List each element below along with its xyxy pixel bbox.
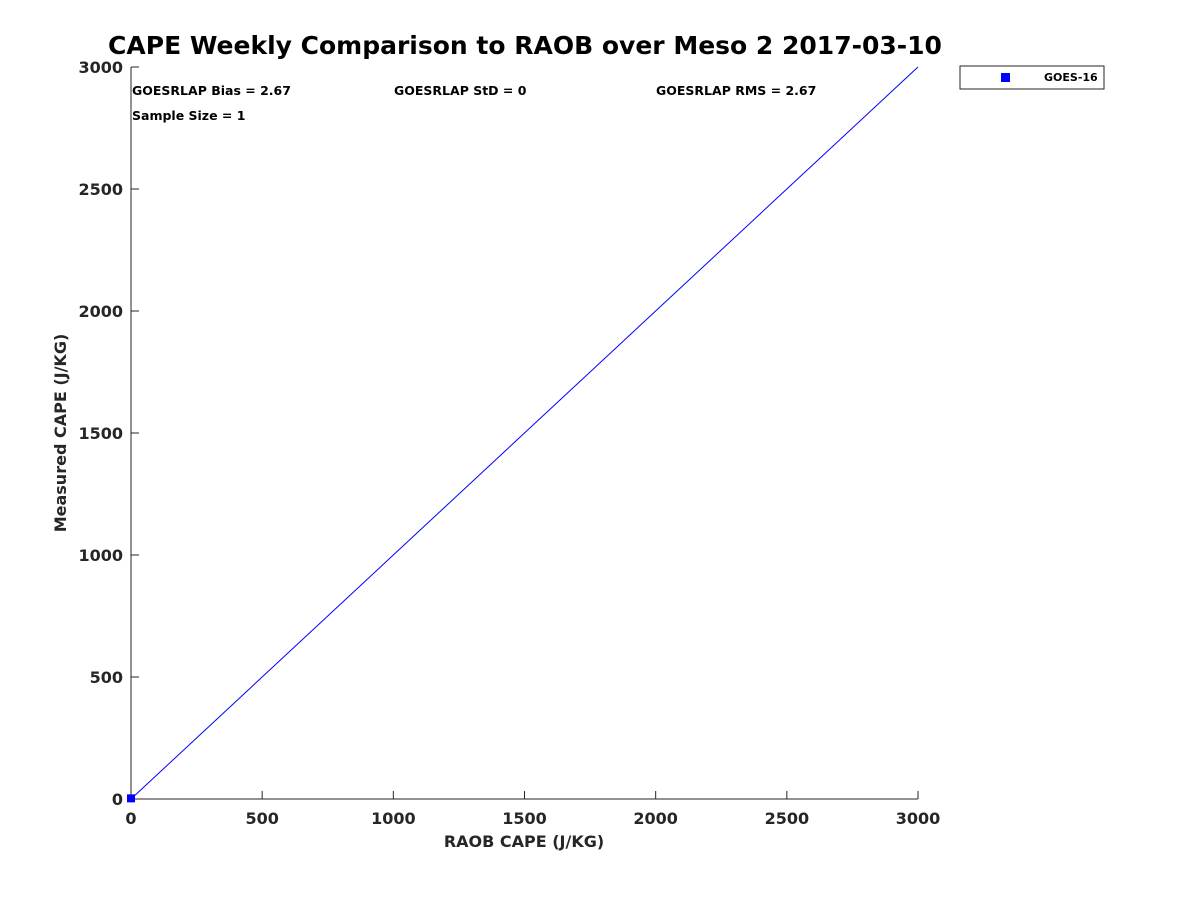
- x-tick-label: 0: [125, 809, 136, 828]
- y-axis-label: Measured CAPE (J/KG): [51, 334, 70, 533]
- x-axis-label: RAOB CAPE (J/KG): [444, 832, 604, 851]
- rms-annotation: GOESRLAP RMS = 2.67: [656, 83, 816, 98]
- reference-line: [130, 66, 919, 800]
- legend: GOES-16: [959, 65, 1105, 90]
- y-tick-label: 500: [90, 668, 123, 687]
- bias-annotation: GOESRLAP Bias = 2.67: [132, 83, 291, 98]
- sample-size-annotation: Sample Size = 1: [132, 108, 245, 123]
- y-axis-ticks: 0 500 1000 1500 2000 2500 3000: [78, 58, 139, 809]
- y-tick-label: 1000: [78, 546, 123, 565]
- y-tick-label: 3000: [78, 58, 123, 77]
- x-tick-label: 1000: [371, 809, 416, 828]
- chart-title: CAPE Weekly Comparison to RAOB over Meso…: [108, 31, 942, 60]
- y-tick-label: 1500: [78, 424, 123, 443]
- std-annotation: GOESRLAP StD = 0: [394, 83, 527, 98]
- legend-label-goes-16: GOES-16: [1044, 71, 1098, 84]
- x-tick-label: 500: [245, 809, 278, 828]
- x-tick-label: 2000: [633, 809, 678, 828]
- y-tick-label: 0: [112, 790, 123, 809]
- x-tick-label: 2500: [765, 809, 810, 828]
- legend-box: [959, 65, 1105, 90]
- y-tick-label: 2000: [78, 302, 123, 321]
- data-point: [127, 794, 135, 803]
- x-axis-ticks: 0 500 1000 1500 2000 2500 3000: [125, 791, 940, 828]
- x-tick-label: 1500: [502, 809, 547, 828]
- scatter-points: [127, 794, 135, 803]
- y-tick-label: 2500: [78, 180, 123, 199]
- one-to-one-reference-line: [130, 66, 919, 800]
- x-tick-label: 3000: [896, 809, 941, 828]
- legend-marker-goes-16: [1001, 73, 1010, 82]
